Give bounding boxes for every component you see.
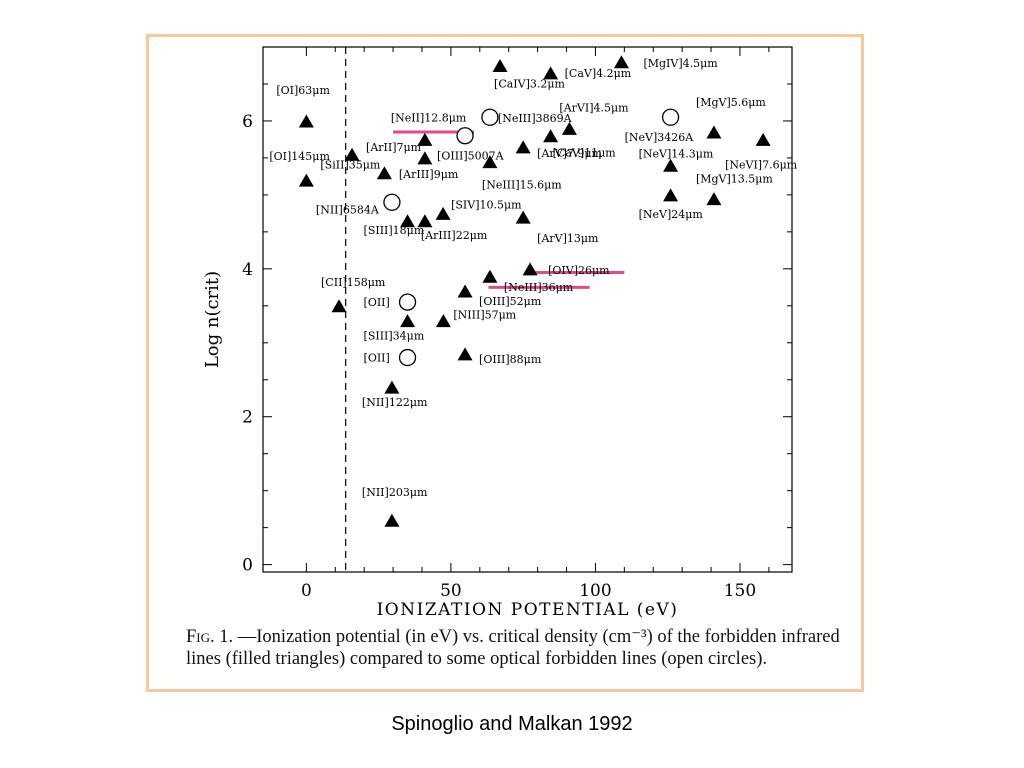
triangle-marker [435, 206, 451, 220]
point-label: [NII]6584A [316, 203, 380, 216]
point-label: [ArV]7.9μm [537, 147, 602, 160]
point-label: [SiII]35μm [320, 159, 380, 172]
triangle-marker [543, 129, 559, 143]
y-tick-label: 0 [242, 556, 253, 576]
triangle-marker [331, 299, 347, 313]
point-label: [MgV]5.6μm [696, 96, 766, 109]
triangle-marker [755, 132, 771, 146]
point-label: [CII]158μm [321, 276, 386, 289]
circle-marker [398, 293, 417, 311]
figure-frame [146, 34, 864, 692]
point-label: [OII] [364, 352, 390, 365]
point-label: [MgIV]4.5μm [643, 57, 718, 70]
y-axis-label: Log n(crit) [202, 271, 223, 368]
circle-marker [481, 108, 499, 126]
point-label: [NeV]14.3μm [639, 147, 714, 160]
triangle-marker [384, 380, 400, 394]
triangle-marker [384, 513, 400, 527]
triangle-marker [522, 262, 538, 276]
figure-label: Fig. 1. [186, 627, 234, 647]
triangle-marker [417, 132, 433, 146]
triangle-marker [613, 55, 629, 69]
triangle-marker [457, 284, 473, 298]
circle-marker [383, 193, 401, 211]
point-label: [ArIII]22μm [421, 229, 488, 242]
y-tick-label: 4 [242, 260, 253, 280]
triangle-marker [417, 214, 433, 228]
point-label: [NIII]57μm [453, 309, 516, 322]
point-label: [OIV]26μm [548, 264, 610, 277]
triangle-marker [543, 66, 559, 80]
point-label: [NeIII]36μm [504, 281, 574, 294]
triangle-marker [400, 214, 416, 228]
point-label: [OI]63μm [276, 84, 330, 97]
y-tick-label: 2 [242, 408, 253, 428]
circle-marker [661, 108, 680, 126]
point-label: [NeV]24μm [639, 208, 704, 221]
point-label: [ArIII]9μm [399, 168, 459, 181]
point-label: [OII] [364, 296, 390, 309]
x-axis-label: IONIZATION POTENTIAL (eV) [377, 600, 679, 620]
point-label: [NeVI]7.6μm [725, 158, 798, 171]
point-label: [NeII]12.8μm [391, 111, 467, 124]
figure-caption: Fig. 1. —Ionization potential (in eV) vs… [186, 626, 846, 670]
triangle-marker [663, 158, 679, 172]
point-label: [ArII]7μm [366, 141, 422, 154]
circle-marker [456, 127, 474, 145]
point-label: [NII]203μm [362, 486, 428, 499]
triangle-marker [298, 173, 314, 187]
triangle-marker [482, 269, 498, 283]
point-label: [SIV]10.5μm [451, 198, 522, 211]
point-label: [OIII]5007A [437, 150, 505, 163]
triangle-marker [706, 125, 722, 139]
triangle-marker [482, 155, 498, 169]
caption-text: —Ionization potential (in eV) vs. critic… [186, 627, 840, 669]
triangle-marker [663, 188, 679, 202]
point-label: [OIII]88μm [479, 353, 542, 366]
point-label: [MgV]13.5μm [696, 173, 773, 186]
triangle-marker [298, 114, 314, 128]
triangle-marker [457, 347, 473, 361]
triangle-marker [400, 314, 416, 328]
triangle-marker [515, 140, 531, 154]
point-label: [CaV]4.2μm [565, 67, 632, 80]
triangle-marker [706, 192, 722, 206]
x-tick-label: 50 [440, 581, 462, 601]
triangle-marker [515, 210, 531, 224]
point-label: [CaV]11μm [553, 147, 617, 160]
y-tick-label: 6 [242, 112, 253, 132]
point-label: [NeIII]15.6μm [482, 179, 562, 192]
triangle-marker [344, 147, 360, 161]
point-label: [ArV]13μm [537, 232, 599, 245]
point-label: [NeV]3426A [625, 131, 695, 144]
point-label: [SIII]34μm [364, 330, 425, 343]
point-label: [NII]122μm [362, 396, 428, 409]
point-label: [CaIV]3.2μm [494, 77, 565, 90]
point-label: [OIII]52μm [479, 295, 542, 308]
citation: Spinoglio and Malkan 1992 [391, 713, 633, 735]
circle-marker [398, 348, 417, 367]
triangle-marker [492, 58, 508, 72]
point-label: [NeIII]3869A [498, 112, 573, 125]
plot-area [262, 46, 793, 573]
point-label: [OI]145μm [269, 150, 330, 163]
triangle-marker [561, 121, 577, 135]
x-tick-label: 0 [301, 581, 312, 601]
x-tick-label: 100 [579, 581, 611, 601]
point-label: [ArVI]4.5μm [559, 101, 629, 114]
triangle-marker [435, 314, 451, 328]
x-tick-label: 150 [724, 581, 756, 601]
triangle-marker [417, 151, 433, 165]
point-label: [SIII]18μm [364, 224, 425, 237]
triangle-marker [376, 166, 392, 180]
